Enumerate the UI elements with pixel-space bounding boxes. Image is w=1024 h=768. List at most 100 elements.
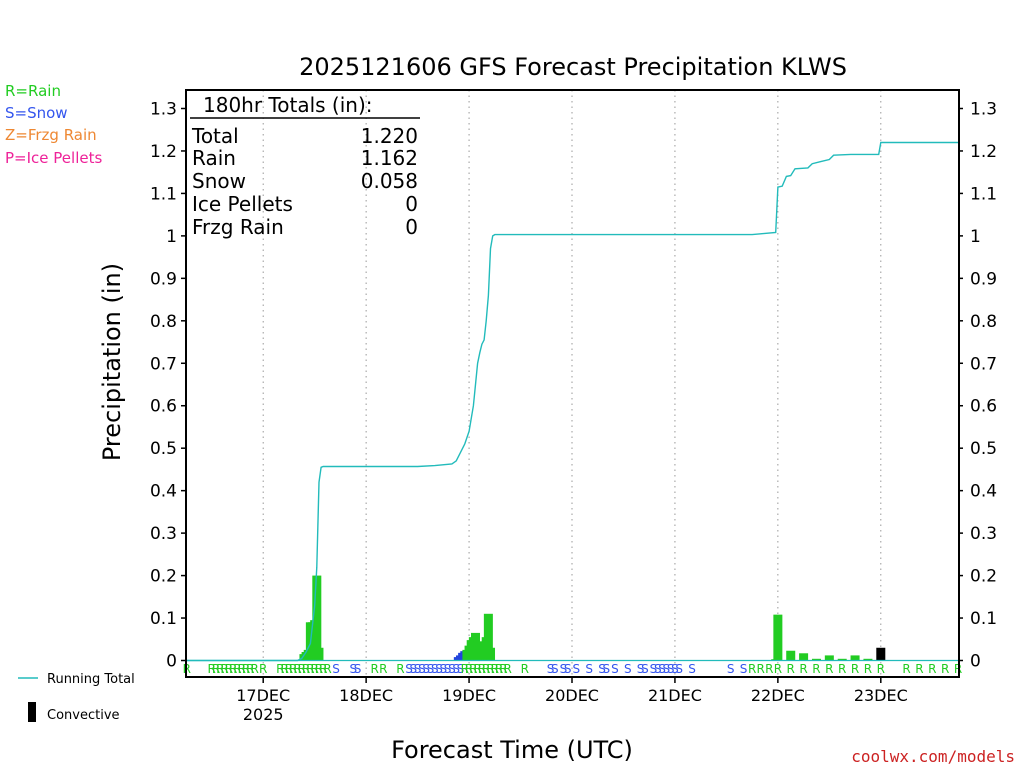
ptype-code: R — [774, 662, 782, 676]
ptype-code: S — [602, 662, 610, 676]
totals-value-ice-pellets: 0 — [405, 192, 418, 216]
ptype-legend-frzg-rain: Z=Frzg Rain — [5, 126, 97, 144]
x-tick-label: 17DEC — [236, 686, 290, 705]
ptype-code: R — [233, 662, 241, 676]
y-tick-label-right: 0.3 — [970, 524, 997, 544]
y-tick-label-left: 1.3 — [150, 100, 177, 120]
ptype-code: R — [242, 662, 250, 676]
y-tick-label-right: 0.5 — [970, 439, 997, 459]
ptype-code: R — [499, 662, 507, 676]
ptype-code: R — [765, 662, 773, 676]
ptype-code: S — [547, 662, 555, 676]
y-tick-label-right: 0.9 — [970, 269, 997, 289]
ptype-code: R — [246, 662, 254, 676]
ptype-code: R — [225, 662, 233, 676]
ptype-legend-snow: S=Snow — [5, 104, 68, 122]
bar-rain — [837, 658, 847, 661]
y-tick-label-right: 0 — [970, 652, 981, 672]
x-tick-label: 18DEC — [339, 686, 393, 705]
ptype-legend-rain: R=Rain — [5, 82, 61, 100]
ptype-code: S — [354, 662, 362, 676]
ptype-code: R — [902, 662, 910, 676]
ptype-code: R — [216, 662, 224, 676]
y-tick-label-left: 0.4 — [150, 482, 177, 502]
ptype-code: R — [799, 662, 807, 676]
ptype-code: S — [688, 662, 696, 676]
totals-label-snow: Snow — [192, 169, 246, 193]
ptype-code: S — [405, 662, 413, 676]
ptype-code: R — [250, 662, 258, 676]
y-tick-label-right: 0.2 — [970, 567, 997, 587]
convective-legend-swatch — [28, 702, 36, 722]
chart-title: 2025121606 GFS Forecast Precipitation KL… — [299, 53, 847, 81]
ptype-code: R — [306, 662, 314, 676]
ptype-code: R — [838, 662, 846, 676]
x-tick-label: 21DEC — [648, 686, 702, 705]
ptype-code: R — [473, 662, 481, 676]
bar-rain — [473, 641, 483, 661]
bars — [299, 575, 886, 661]
ptype-code: S — [418, 662, 426, 676]
ptype-code: S — [551, 662, 559, 676]
y-tick-label-left: 0.1 — [150, 609, 177, 629]
y-tick-label-right: 0.6 — [970, 397, 997, 417]
ptype-code: R — [757, 662, 765, 676]
ptype-code: R — [877, 662, 885, 676]
ptype-code: S — [409, 662, 417, 676]
y-axis-label: Precipitation (in) — [98, 263, 126, 461]
ptype-code: S — [444, 662, 452, 676]
y-tick-label-left: 1.2 — [150, 142, 177, 162]
bar-rain — [312, 575, 322, 661]
ptype-code: R — [220, 662, 228, 676]
bar-rain — [799, 653, 809, 661]
ptype-code: R — [469, 662, 477, 676]
ptype-code: R — [315, 662, 323, 676]
ptype-code: R — [302, 662, 310, 676]
ptype-code: S — [658, 662, 666, 676]
convective-legend-label: Convective — [47, 708, 120, 723]
totals-value-total: 1.220 — [361, 124, 418, 148]
ptype-code: S — [598, 662, 606, 676]
ptype-code: S — [452, 662, 460, 676]
ptype-code: R — [915, 662, 923, 676]
ptype-code: S — [624, 662, 632, 676]
ptype-code: R — [208, 662, 216, 676]
ptype-code: S — [667, 662, 675, 676]
x-tick-label: 19DEC — [442, 686, 496, 705]
ptype-code: R — [259, 662, 267, 676]
ptype-code: S — [431, 662, 439, 676]
running-total-legend-label: Running Total — [47, 672, 135, 687]
ptype-code: S — [740, 662, 748, 676]
ptype-code: R — [212, 662, 220, 676]
ptype-code: R — [229, 662, 237, 676]
totals-label-rain: Rain — [192, 146, 236, 170]
bar-convective — [876, 647, 886, 661]
ptype-code: S — [332, 662, 340, 676]
series-legend: Running Total Convective — [18, 672, 135, 723]
y-tick-label-left: 0.8 — [150, 312, 177, 332]
bar-rain — [786, 650, 796, 661]
ptype-code: S — [435, 662, 443, 676]
ptype-code: R — [461, 662, 469, 676]
y-tick-label-right: 0.1 — [970, 609, 997, 629]
ptype-code: R — [276, 662, 284, 676]
totals-box: 180hr Totals (in): Total 1.220 Rain 1.16… — [190, 93, 420, 239]
bar-rain — [824, 655, 834, 661]
x-tick-sublabel: 2025 — [243, 705, 284, 724]
y-tick-label-left: 0.5 — [150, 439, 177, 459]
y-tick-label-right: 1.2 — [970, 142, 997, 162]
x-tick-label: 23DEC — [854, 686, 908, 705]
y-tick-label-right: 1.3 — [970, 100, 997, 120]
ptype-code: R — [495, 662, 503, 676]
bar-rain — [486, 647, 496, 661]
ptype-code: R — [379, 662, 387, 676]
x-tick-label: 22DEC — [751, 686, 805, 705]
ptype-code: S — [611, 662, 619, 676]
ptype-code: S — [671, 662, 679, 676]
y-tick-label-right: 1 — [970, 227, 981, 247]
ptype-code: R — [396, 662, 404, 676]
ptype-code: R — [478, 662, 486, 676]
ptype-code: S — [422, 662, 430, 676]
